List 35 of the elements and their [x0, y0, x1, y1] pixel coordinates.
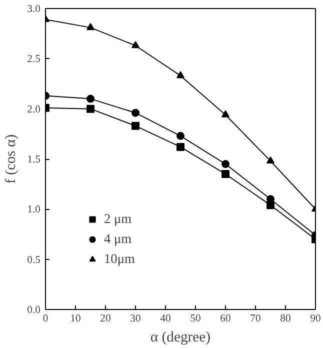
point	[222, 110, 230, 118]
point	[176, 71, 184, 78]
y-tick-label: 2.0	[27, 104, 41, 116]
point	[132, 122, 140, 130]
y-axis-title: f (cos α)	[3, 134, 20, 184]
legend-label: 4 μm	[104, 231, 132, 247]
x-tick-label: 10	[70, 314, 81, 324]
x-tick-label: 90	[310, 314, 321, 324]
point	[176, 142, 184, 151]
x-tick-label: 40	[160, 314, 171, 324]
point	[222, 160, 230, 168]
y-tick-label: 3.0	[27, 4, 41, 15]
point	[86, 23, 94, 30]
x-tick-label: 20	[100, 314, 111, 324]
legend-label: 2 μm	[104, 211, 132, 227]
y-tick-label: 1.5	[27, 154, 41, 166]
point	[132, 41, 140, 48]
x-tick-label: 60	[220, 314, 231, 324]
point	[176, 132, 184, 140]
point	[132, 108, 140, 117]
y-tick-label: 0.5	[27, 254, 41, 266]
y-tick-label: 0.0	[27, 305, 41, 316]
point	[86, 94, 94, 103]
x-tick-label: 70	[250, 314, 261, 324]
x-tick-label: 30	[130, 314, 141, 324]
y-tick-label: 1.0	[27, 204, 41, 216]
point	[266, 156, 274, 164]
y-tick-label: 2.5	[27, 54, 41, 66]
x-tick-label: 80	[280, 314, 291, 324]
point	[222, 170, 230, 178]
x-tick-label: 0	[42, 314, 48, 324]
legend-label: 10μm	[104, 251, 135, 267]
point	[86, 104, 94, 113]
x-axis-title: α (degree)	[150, 330, 211, 346]
x-tick-label: 50	[190, 314, 201, 324]
